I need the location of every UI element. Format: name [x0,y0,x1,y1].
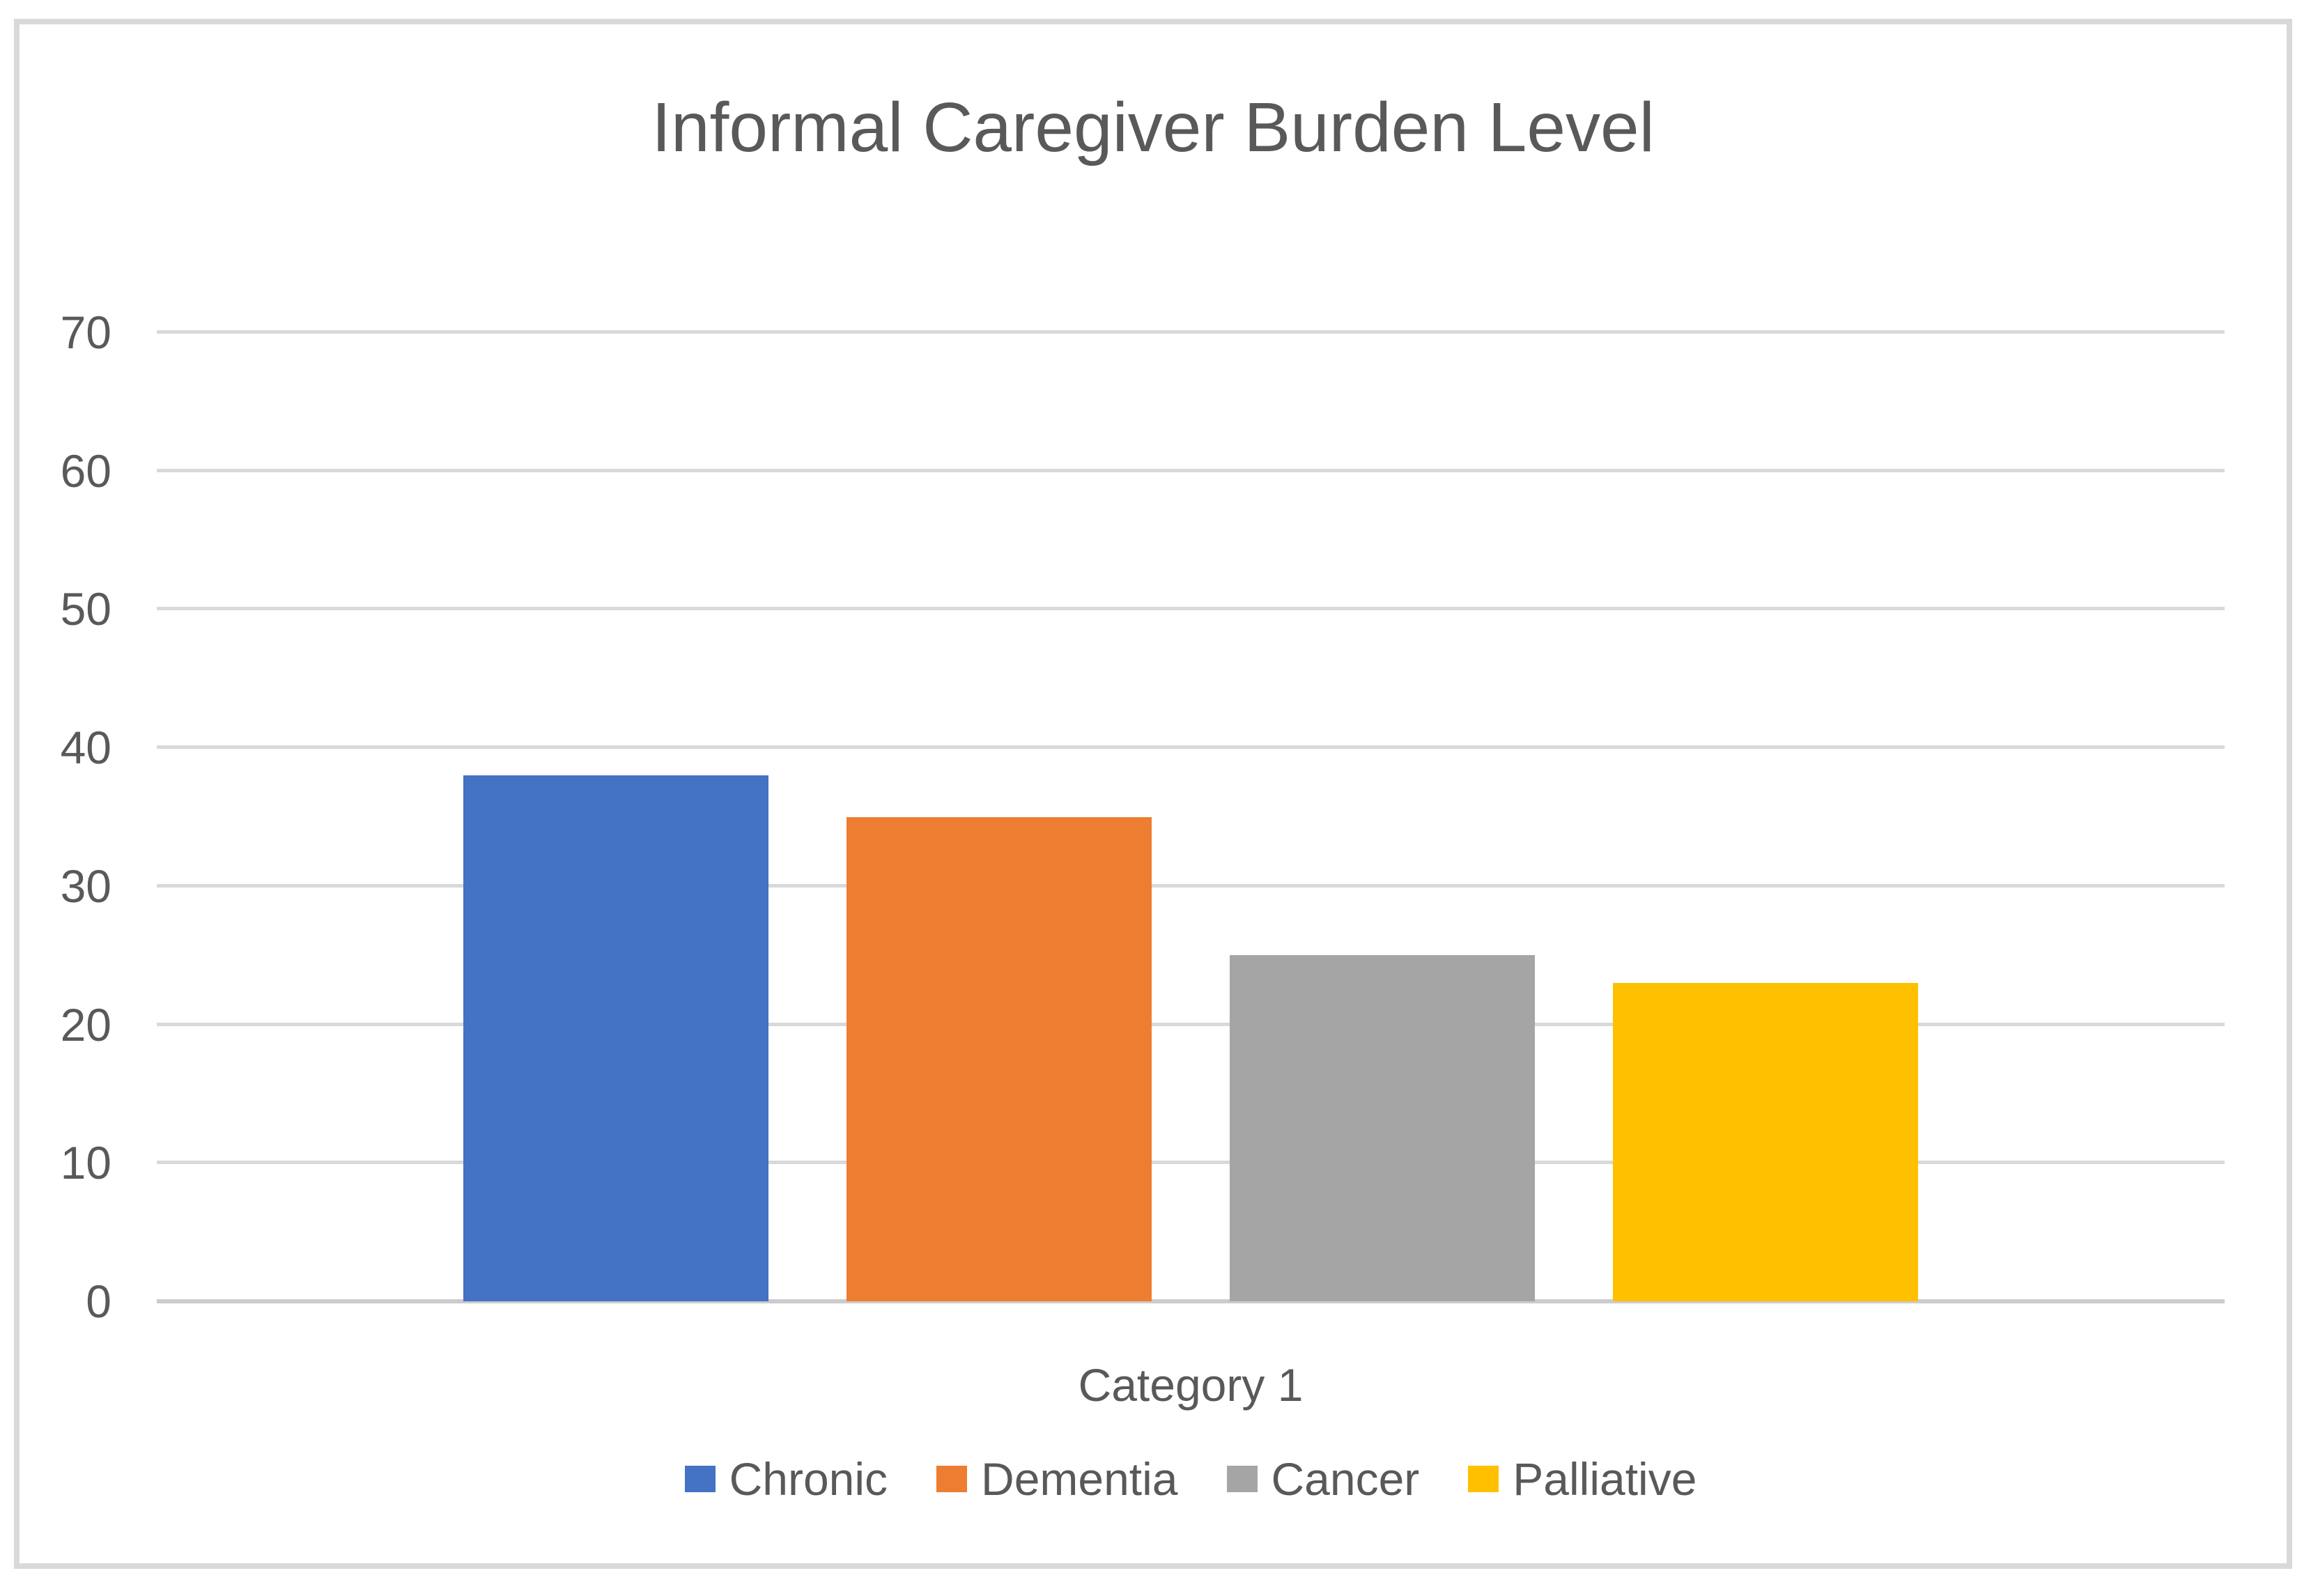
legend-item-dementia: Dementia [936,1452,1178,1505]
y-tick-label-20: 20 [60,998,111,1051]
gridline-60 [157,468,2225,472]
bar-cancer [1230,955,1535,1301]
legend-item-cancer: Cancer [1226,1452,1420,1505]
chronic-legend-swatch [684,1466,716,1492]
legend-item-chronic: Chronic [684,1452,888,1505]
plot-area [157,330,2225,1303]
palliative-legend-swatch [1468,1466,1499,1492]
legend-item-palliative: Palliative [1468,1452,1696,1505]
gridline-50 [157,607,2225,611]
y-tick-label-60: 60 [60,444,111,497]
legend-label-dementia: Dementia [981,1453,1178,1505]
gridline-30 [157,883,2225,888]
legend: Chronic Dementia Cancer Palliative [157,1452,2225,1505]
y-tick-label-0: 0 [86,1276,111,1327]
dementia-legend-swatch [936,1466,968,1492]
legend-label-palliative: Palliative [1513,1453,1697,1505]
gridline-70 [157,330,2225,334]
bar-group [157,332,2225,1301]
y-tick-label-50: 50 [60,583,111,635]
gridline-20 [157,1022,2225,1026]
chart-title: Informal Caregiver Burden Level [651,88,1655,166]
x-axis-category-label: Category 1 [1078,1359,1304,1411]
bar-palliative [1613,982,1918,1301]
x-axis-line [157,1299,2225,1303]
y-tick-label-70: 70 [60,307,111,358]
y-tick-label-40: 40 [60,722,111,774]
legend-label-cancer: Cancer [1271,1453,1420,1505]
gridline-40 [157,745,2225,750]
y-axis-tick-labels: 0 10 20 30 40 50 60 70 [20,307,111,1327]
y-tick-label-30: 30 [60,860,111,912]
legend-label-chronic: Chronic [729,1453,888,1505]
y-tick-label-10: 10 [60,1137,111,1189]
bar-chronic [463,775,768,1301]
chart-frame: Informal Caregiver Burden Level 0 10 20 30 4… [14,19,2292,1569]
cancer-legend-swatch [1226,1466,1258,1492]
gridline-10 [157,1161,2225,1165]
bar-dementia [847,816,1152,1301]
